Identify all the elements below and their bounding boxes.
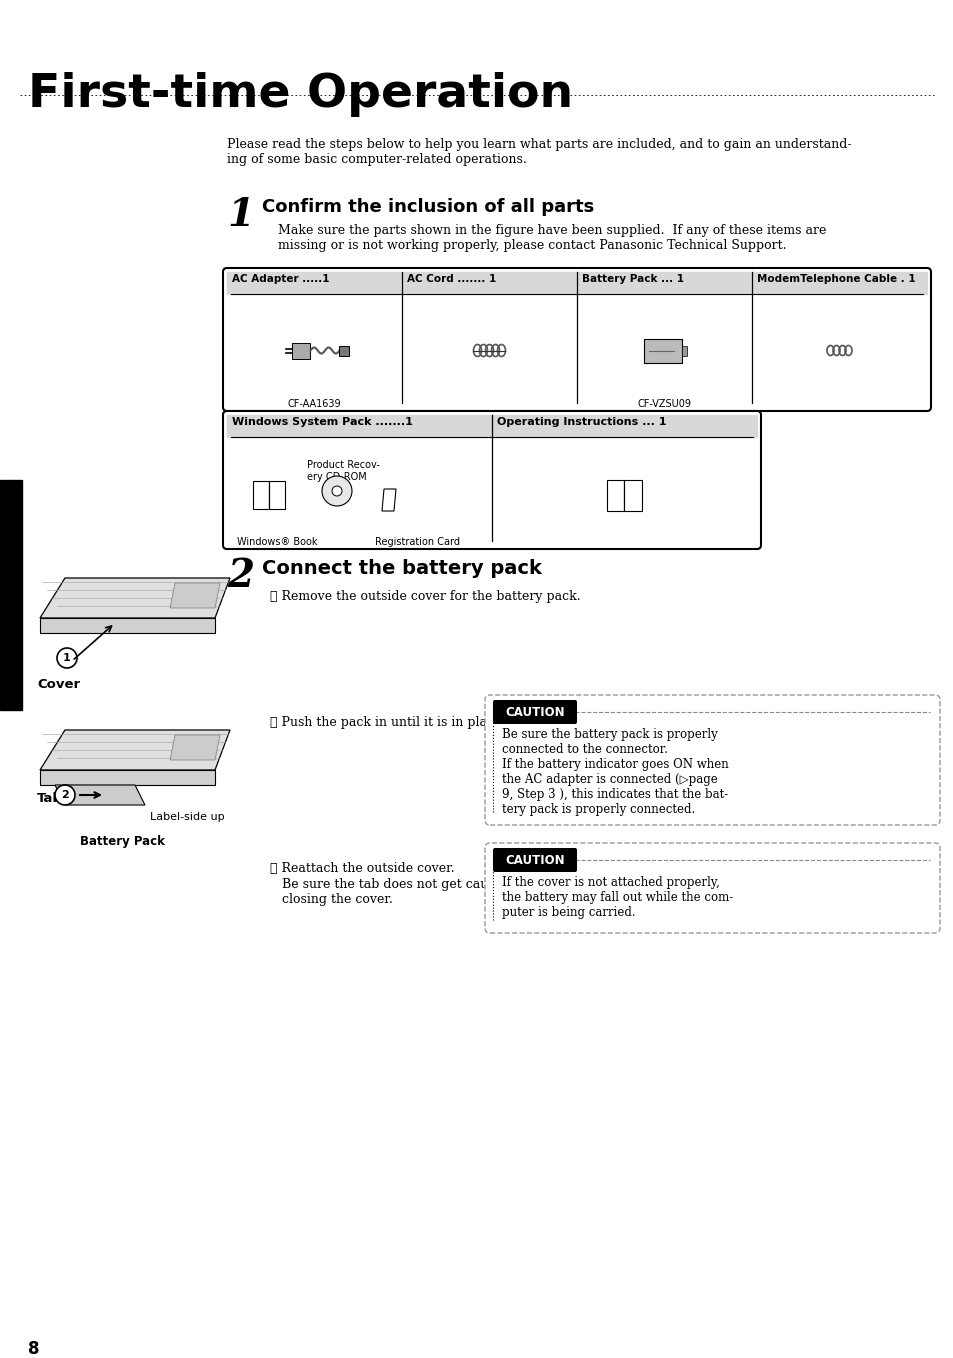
Bar [577,272,751,293]
Bar [751,272,926,293]
Polygon shape [381,489,395,511]
Text: 1: 1 [63,653,71,663]
Bar [492,416,757,437]
Text: Windows® Book: Windows® Book [236,536,317,547]
Circle shape [57,648,77,668]
Text: ① Remove the outside cover for the battery pack.: ① Remove the outside cover for the batte… [270,589,580,603]
Text: CF-VZSU09: CF-VZSU09 [637,399,691,409]
Polygon shape [624,479,641,511]
Bar [293,342,310,359]
Text: 1: 1 [227,196,253,234]
Bar [227,416,492,437]
Text: ModemTelephone Cable . 1: ModemTelephone Cable . 1 [757,274,915,284]
Text: Battery Pack ... 1: Battery Pack ... 1 [581,274,683,284]
Text: Registration Card: Registration Card [375,536,459,547]
Text: Cover: Cover [37,678,80,691]
Text: AC Adapter .....1: AC Adapter .....1 [232,274,329,284]
Polygon shape [606,479,624,511]
Bar [227,272,401,293]
Text: CF-AA1639: CF-AA1639 [288,399,341,409]
Text: 2: 2 [61,790,69,800]
Bar [339,345,349,356]
Polygon shape [40,770,214,785]
FancyBboxPatch shape [484,695,939,826]
Polygon shape [170,735,220,760]
Polygon shape [269,481,285,509]
Text: ② Push the pack in until it is in place.: ② Push the pack in until it is in place. [270,716,505,729]
Text: Operating Instructions ... 1: Operating Instructions ... 1 [497,417,666,426]
Polygon shape [170,583,220,608]
FancyBboxPatch shape [223,411,760,549]
Text: First-time Operation: First-time Operation [28,72,573,117]
Bar [644,338,681,363]
Bar [0,479,22,710]
FancyBboxPatch shape [493,699,577,724]
Polygon shape [40,579,230,618]
FancyBboxPatch shape [484,843,939,933]
FancyBboxPatch shape [223,268,930,411]
Text: Make sure the parts shown in the figure have been supplied.  If any of these ite: Make sure the parts shown in the figure … [277,224,825,253]
Circle shape [55,785,75,805]
Bar [681,345,687,356]
Circle shape [322,477,352,507]
Text: 8: 8 [28,1340,39,1358]
Polygon shape [253,481,269,509]
Polygon shape [40,731,230,770]
Text: If the cover is not attached properly,
the battery may fall out while the com-
p: If the cover is not attached properly, t… [501,876,733,919]
Text: 2: 2 [227,557,253,595]
Text: Confirm the inclusion of all parts: Confirm the inclusion of all parts [262,198,594,216]
Text: Product Recov-
ery CD-ROM: Product Recov- ery CD-ROM [307,460,379,482]
Polygon shape [55,785,145,805]
Polygon shape [40,618,214,633]
Text: ③ Reattach the outside cover.: ③ Reattach the outside cover. [270,862,455,875]
FancyBboxPatch shape [493,847,577,872]
Text: Be sure the battery pack is properly
connected to the connector.
If the battery : Be sure the battery pack is properly con… [501,728,728,816]
Text: Tab: Tab [37,792,63,805]
Text: Battery Pack: Battery Pack [80,835,165,847]
Text: AC Cord ....... 1: AC Cord ....... 1 [407,274,496,284]
Text: CAUTION: CAUTION [505,853,564,866]
Text: Label-side up: Label-side up [150,812,224,822]
Text: Please read the steps below to help you learn what parts are included, and to ga: Please read the steps below to help you … [227,139,851,166]
Text: Windows System Pack .......1: Windows System Pack .......1 [232,417,413,426]
Text: CAUTION: CAUTION [505,706,564,718]
Bar [401,272,577,293]
Text: Connect the battery pack: Connect the battery pack [262,559,541,579]
Circle shape [332,486,341,496]
Text: Be sure the tab does not get caught when
closing the cover.: Be sure the tab does not get caught when… [282,879,547,906]
